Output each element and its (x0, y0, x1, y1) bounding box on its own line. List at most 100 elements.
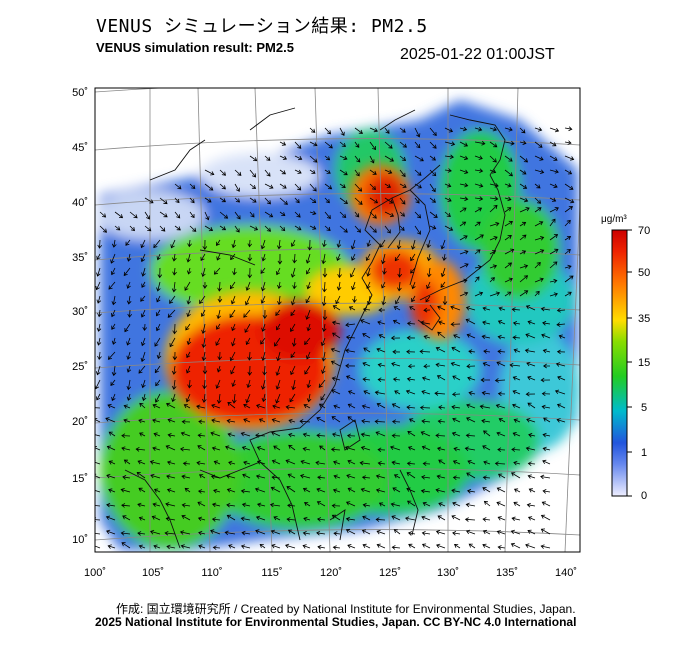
wind-arrow (138, 544, 146, 549)
wind-arrow (474, 276, 480, 283)
wind-arrow (159, 211, 168, 218)
wind-arrow (557, 375, 566, 381)
wind-arrow (303, 516, 311, 522)
wind-arrow (541, 404, 551, 410)
wind-arrow (262, 309, 268, 320)
wind-arrow (497, 391, 506, 397)
wind-arrow (452, 531, 461, 536)
wind-arrow (197, 501, 206, 507)
wind-arrow (519, 221, 527, 227)
wind-arrow (186, 295, 192, 305)
wind-arrow (564, 183, 574, 190)
wind-arrow (336, 281, 342, 291)
wind-arrow (330, 447, 341, 452)
wind-arrow (157, 267, 163, 279)
wind-arrow (429, 197, 436, 203)
wind-arrow (169, 337, 176, 348)
wind-arrow (464, 446, 476, 452)
wind-arrow (322, 267, 328, 278)
wind-arrow (241, 446, 251, 451)
wind-arrow (201, 351, 207, 362)
wind-arrow (123, 418, 131, 424)
wind-arrow (434, 391, 446, 396)
wind-arrow (126, 281, 131, 289)
wind-arrow (153, 544, 161, 549)
wind-arrow (525, 543, 536, 549)
wind-arrow (474, 168, 484, 173)
wind-arrow (498, 306, 506, 312)
wind-arrow (414, 169, 422, 176)
wind-arrow (345, 348, 356, 354)
wind-arrow (243, 418, 251, 423)
wind-arrow (226, 418, 236, 424)
wind-arrow (527, 375, 536, 381)
wind-arrow (444, 154, 455, 160)
wind-arrow (305, 295, 311, 304)
wind-arrow (384, 141, 393, 149)
lat-label: 20˚ (72, 416, 88, 428)
wind-arrow (324, 211, 331, 220)
lat-label: 40˚ (72, 197, 88, 209)
wind-arrow (410, 267, 416, 274)
wind-arrow (217, 295, 223, 303)
wind-arrow (542, 459, 551, 465)
wind-arrow (219, 197, 226, 203)
wind-arrow (426, 239, 431, 249)
wind-arrow (211, 418, 221, 423)
wind-arrow (276, 351, 281, 362)
wind-arrow (549, 261, 558, 269)
wind-arrow (451, 515, 461, 521)
wind-arrow (504, 248, 515, 255)
wind-arrow (489, 126, 497, 132)
wind-arrow (519, 140, 527, 145)
wind-arrow (230, 295, 236, 305)
wind-arrow (526, 361, 536, 367)
wind-arrow (369, 169, 377, 175)
wind-arrow (444, 225, 454, 231)
wind-arrow (347, 487, 356, 493)
wind-arrow (459, 155, 469, 161)
wind-arrow (186, 337, 192, 346)
wind-arrow (489, 169, 497, 174)
wind-arrow (362, 362, 371, 367)
wind-arrow (466, 403, 476, 409)
wind-arrow (534, 169, 545, 174)
wind-arrow (407, 363, 416, 369)
wind-arrow (279, 197, 288, 205)
wind-arrow (438, 320, 446, 325)
wind-arrow (309, 197, 317, 204)
wind-arrow (336, 253, 341, 261)
wind-vectors (95, 126, 575, 550)
wind-arrow (390, 502, 401, 507)
wind-arrow (459, 141, 469, 147)
wind-arrow (411, 295, 416, 303)
wind-arrow (451, 488, 461, 494)
wind-arrow (483, 500, 491, 507)
wind-arrow (378, 502, 386, 507)
wind-arrow (230, 253, 236, 261)
wind-arrow (260, 337, 266, 345)
wind-arrow (333, 474, 341, 479)
legend-tick-label: 1 (641, 447, 647, 459)
wind-arrow (377, 461, 386, 466)
wind-arrow (303, 404, 311, 409)
wind-arrow (369, 197, 379, 204)
wind-arrow (549, 218, 556, 227)
wind-arrow (555, 362, 566, 367)
wind-arrow (260, 281, 266, 292)
wind-arrow (186, 365, 191, 374)
wind-arrow (504, 140, 515, 146)
wind-arrow (549, 292, 558, 297)
wind-arrow (397, 267, 403, 278)
wind-arrow (510, 529, 521, 535)
wind-arrow (504, 220, 514, 227)
wind-arrow (111, 337, 117, 345)
wind-arrow (260, 267, 266, 274)
wind-arrow (156, 253, 161, 261)
wind-arrow (436, 543, 446, 549)
wind-arrow (421, 530, 431, 536)
wind-arrow (302, 487, 311, 493)
wind-arrow (406, 487, 416, 493)
wind-arrow (429, 211, 438, 218)
wind-arrow (466, 472, 476, 479)
